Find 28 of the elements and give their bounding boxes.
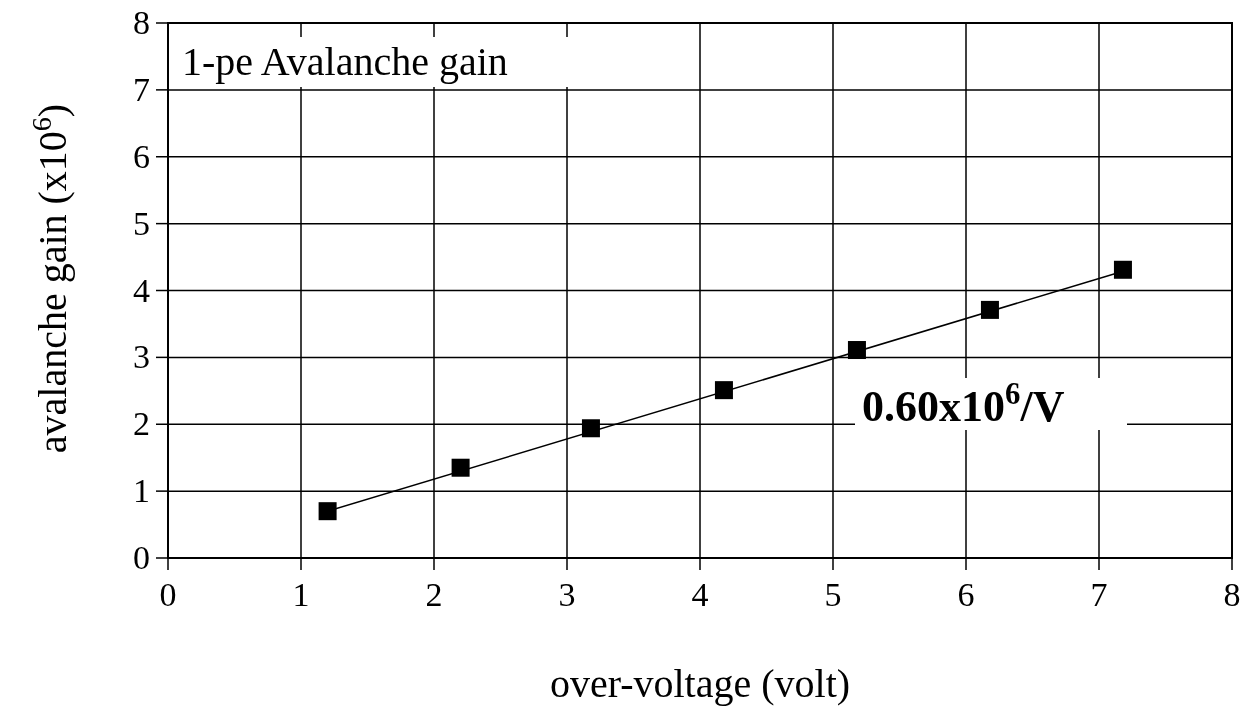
x-axis-title: over-voltage (volt) (549, 661, 851, 706)
x-tick-label: 8 (1223, 576, 1241, 613)
y-tick-label: 8 (133, 4, 150, 41)
y-tick-label: 2 (133, 405, 150, 443)
y-tick-label: 4 (133, 271, 150, 309)
point (980, 300, 999, 319)
x-tick-label: 3 (558, 576, 576, 613)
x-tick-label: 6 (957, 576, 975, 613)
point (581, 419, 600, 438)
y-tick-label: 0 (133, 539, 150, 576)
x-tick-label: 5 (824, 576, 842, 613)
y-tick-label: 7 (133, 70, 150, 108)
x-tick-label: 7 (1090, 576, 1108, 613)
y-tick-label: 6 (133, 137, 150, 175)
point (451, 458, 470, 477)
x-tick-label: 2 (425, 576, 443, 613)
x-tick-label: 0 (159, 576, 177, 613)
point (318, 502, 337, 521)
annotation: 0.60x10$^{6}$/V (862, 377, 1065, 431)
x-tick-label: 4 (691, 576, 709, 613)
y-tick-label: 1 (133, 472, 150, 510)
chart-title: 1-pe Avalanche gain (182, 39, 508, 84)
y-tick-label: 5 (133, 204, 150, 242)
point (1113, 260, 1132, 279)
point (847, 341, 866, 360)
x-tick-label: 1 (292, 576, 310, 613)
point (714, 381, 733, 400)
y-tick-label: 3 (133, 338, 150, 376)
